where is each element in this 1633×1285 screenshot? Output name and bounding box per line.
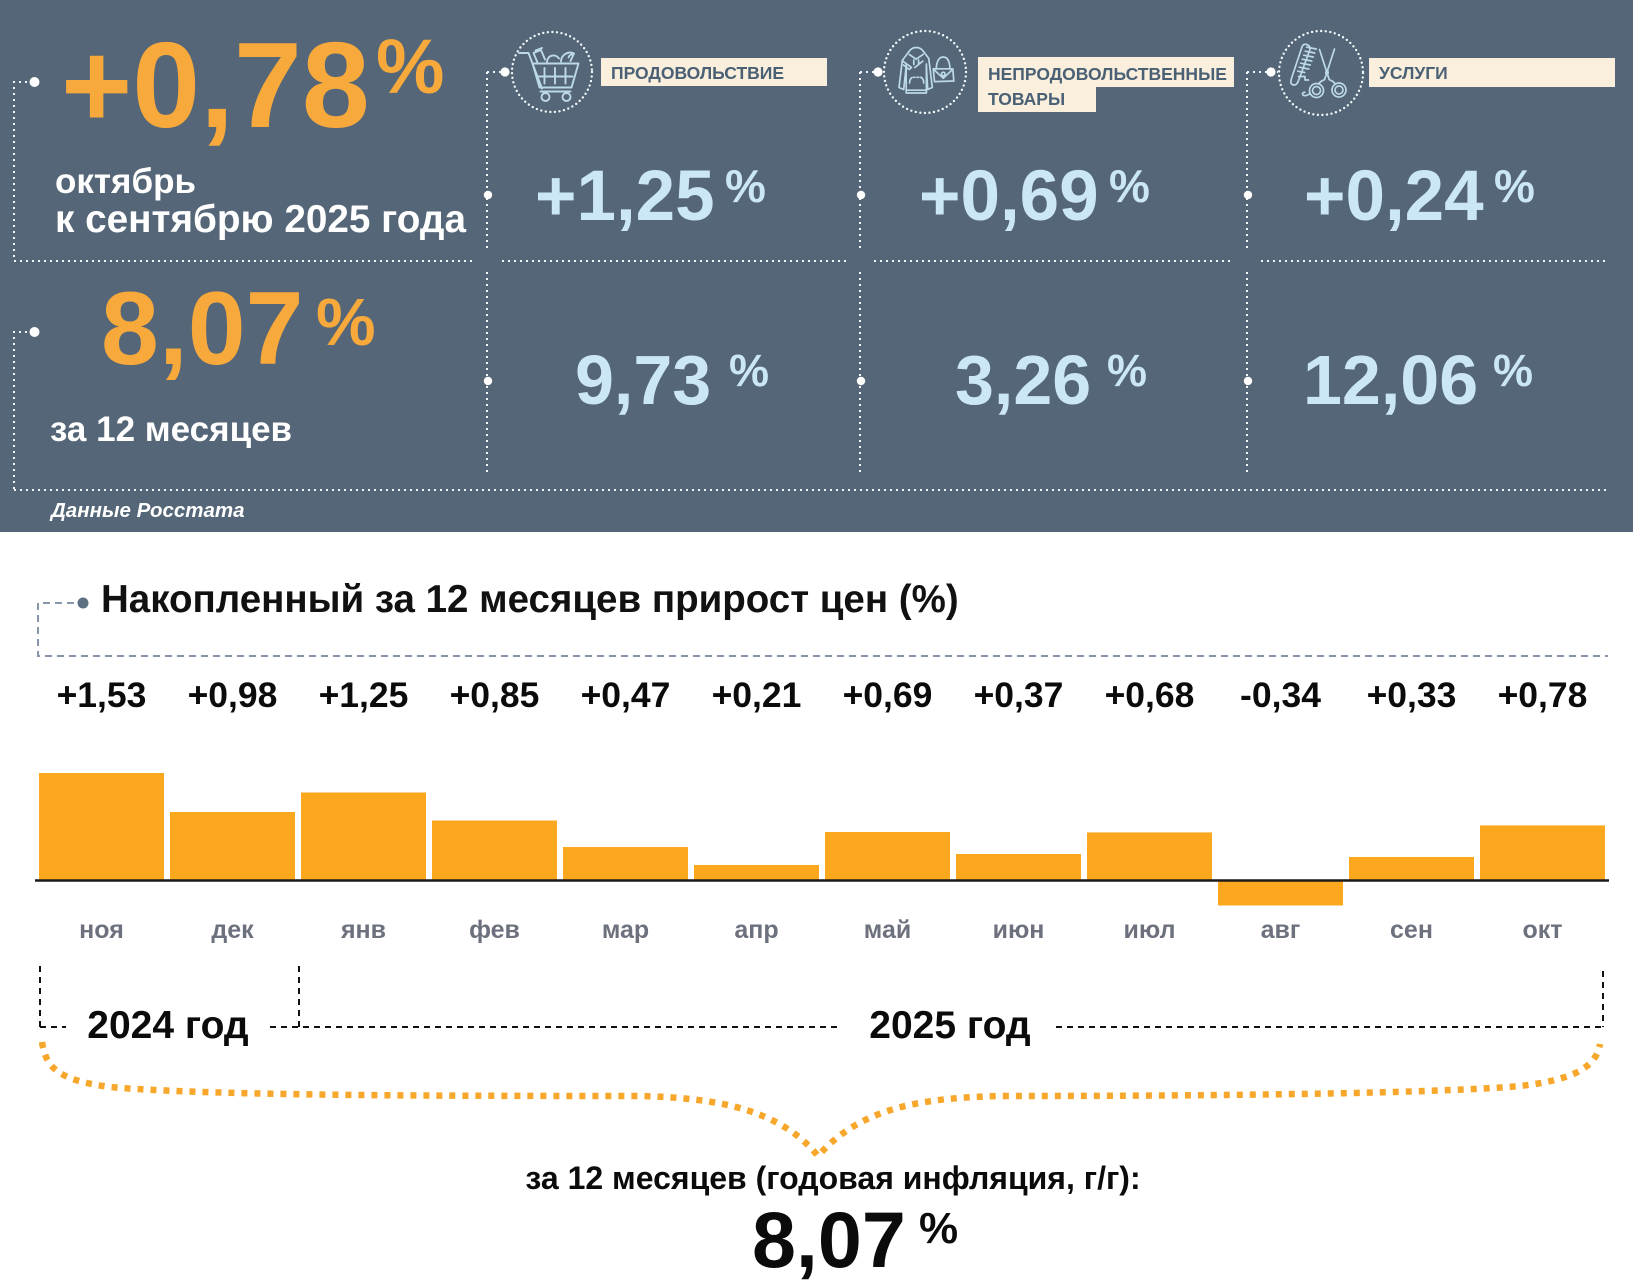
svg-text:2025 год: 2025 год <box>869 1004 1031 1047</box>
svg-text:за 12 месяцев (годовая инфляци: за 12 месяцев (годовая инфляция, г/г): <box>525 1160 1140 1196</box>
svg-text:+0,47: +0,47 <box>581 675 671 715</box>
svg-text:+0,85: +0,85 <box>450 675 540 715</box>
svg-text:2024 год: 2024 год <box>87 1004 249 1047</box>
svg-text:июл: июл <box>1124 916 1176 944</box>
svg-text:12,06: 12,06 <box>1303 341 1478 419</box>
svg-text:%: % <box>725 160 766 212</box>
svg-text:+0,33: +0,33 <box>1367 675 1457 715</box>
svg-text:ноя: ноя <box>79 916 124 944</box>
svg-text:8,07: 8,07 <box>101 271 303 387</box>
svg-text:май: май <box>864 916 911 944</box>
svg-text:%: % <box>316 285 376 360</box>
svg-text:%: % <box>1109 160 1150 212</box>
svg-text:+0,21: +0,21 <box>712 675 802 715</box>
svg-text:авг: авг <box>1261 916 1301 944</box>
svg-text:+0,78: +0,78 <box>1498 675 1588 715</box>
svg-text:9,73: 9,73 <box>575 341 711 419</box>
svg-text:мар: мар <box>602 916 649 944</box>
svg-text:Данные Росстата: Данные Росстата <box>49 499 245 522</box>
svg-text:+0,78: +0,78 <box>61 17 370 153</box>
svg-text:УСЛУГИ: УСЛУГИ <box>1379 63 1448 83</box>
svg-text:%: % <box>1107 345 1147 396</box>
svg-text:ТОВАРЫ: ТОВАРЫ <box>988 89 1065 109</box>
svg-text:к сентябрю 2025 года: к сентябрю 2025 года <box>55 198 466 241</box>
svg-text:+0,68: +0,68 <box>1105 675 1195 715</box>
svg-text:дек: дек <box>211 916 254 944</box>
svg-text:%: % <box>729 345 769 396</box>
svg-text:фев: фев <box>469 916 520 944</box>
svg-text:3,26: 3,26 <box>955 341 1091 419</box>
svg-text:окт: окт <box>1522 916 1562 944</box>
svg-text:+0,98: +0,98 <box>188 675 278 715</box>
svg-text:+0,69: +0,69 <box>919 157 1099 236</box>
svg-text:за 12 месяцев: за 12 месяцев <box>50 410 292 449</box>
svg-text:+1,25: +1,25 <box>319 675 409 715</box>
svg-text:8,07: 8,07 <box>752 1195 906 1284</box>
svg-text:сен: сен <box>1390 916 1433 944</box>
svg-text:янв: янв <box>340 916 386 944</box>
svg-text:+0,24: +0,24 <box>1304 157 1484 236</box>
svg-text:апр: апр <box>734 916 778 944</box>
svg-text:%: % <box>1493 345 1533 396</box>
svg-text:+1,53: +1,53 <box>57 675 147 715</box>
svg-text:ПРОДОВОЛЬСТВИЕ: ПРОДОВОЛЬСТВИЕ <box>611 63 784 83</box>
svg-text:июн: июн <box>993 916 1045 944</box>
svg-text:октябрь: октябрь <box>55 162 196 201</box>
svg-text:-0,34: -0,34 <box>1240 675 1321 715</box>
svg-text:%: % <box>376 24 444 110</box>
svg-text:НЕПРОДОВОЛЬСТВЕННЫЕ: НЕПРОДОВОЛЬСТВЕННЫЕ <box>988 64 1227 84</box>
svg-text:%: % <box>1494 160 1535 212</box>
svg-text:%: % <box>919 1204 958 1253</box>
svg-text:+0,37: +0,37 <box>974 675 1064 715</box>
svg-text:+1,25: +1,25 <box>535 157 715 236</box>
svg-text:Накопленный за 12 месяцев прир: Накопленный за 12 месяцев прирост цен (%… <box>101 578 959 621</box>
svg-text:+0,69: +0,69 <box>843 675 933 715</box>
